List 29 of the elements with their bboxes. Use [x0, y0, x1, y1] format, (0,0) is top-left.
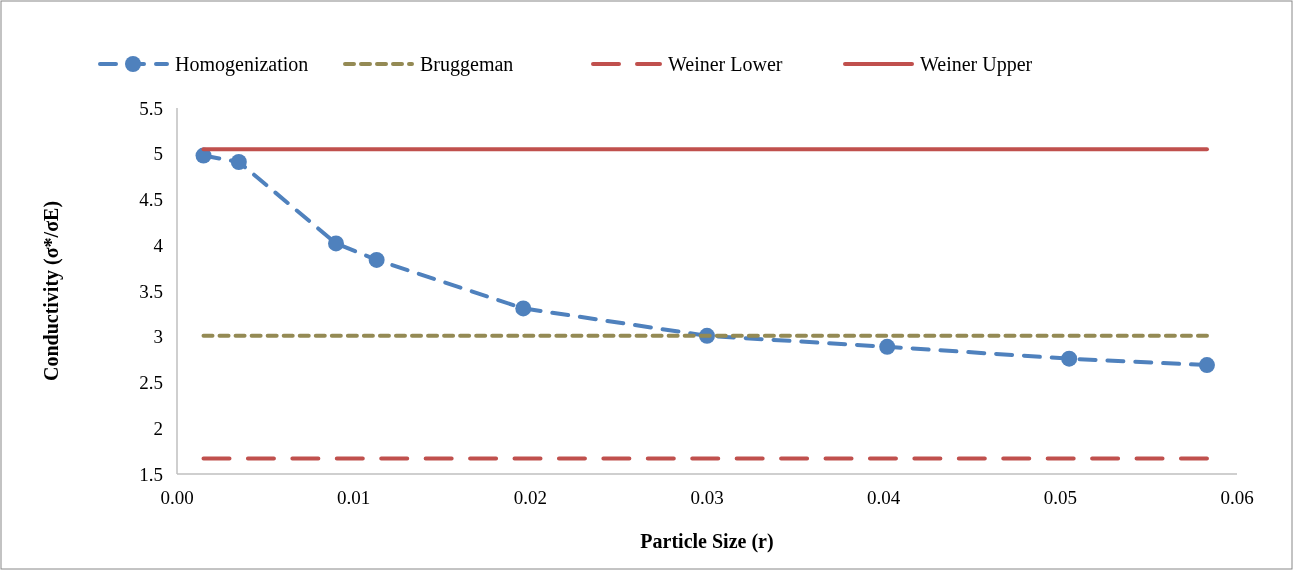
y-tick-label: 1.5	[139, 463, 163, 485]
x-tick-label: 0.06	[1220, 487, 1254, 508]
point	[879, 338, 896, 355]
point	[515, 300, 532, 317]
y-axis-title: Conductivity (σ*/σE)	[40, 200, 63, 382]
x-tick-label: 0.00	[160, 487, 194, 508]
point	[328, 235, 344, 252]
x-tick-label: 0.03	[690, 487, 724, 508]
x-tick-label: 0.05	[1043, 487, 1077, 508]
x-tick-label: 0.02	[513, 487, 547, 508]
x-tick-label: 0.01	[337, 487, 371, 508]
point	[1061, 350, 1078, 367]
point	[368, 251, 385, 268]
legend-label: Weiner Upper	[920, 53, 1033, 76]
y-tick-label: 2	[153, 417, 163, 439]
legend-label: Homogenization	[175, 53, 309, 76]
y-tick-label: 2.5	[139, 372, 163, 394]
y-tick-label: 5	[153, 143, 163, 165]
x-axis-title: Particle Size (r)	[640, 530, 774, 553]
legend-label: Bruggeman	[420, 53, 514, 76]
y-tick-label: 4.5	[139, 189, 163, 211]
y-tick-label: 3	[153, 326, 163, 348]
point	[230, 153, 247, 170]
x-tick-label: 0.04	[867, 487, 901, 508]
y-tick-label: 3.5	[139, 280, 163, 302]
point	[1198, 357, 1215, 374]
y-tick-label: 5.5	[139, 97, 163, 119]
legend-label: Weiner Lower	[668, 53, 783, 75]
y-tick-label: 4	[153, 234, 164, 256]
